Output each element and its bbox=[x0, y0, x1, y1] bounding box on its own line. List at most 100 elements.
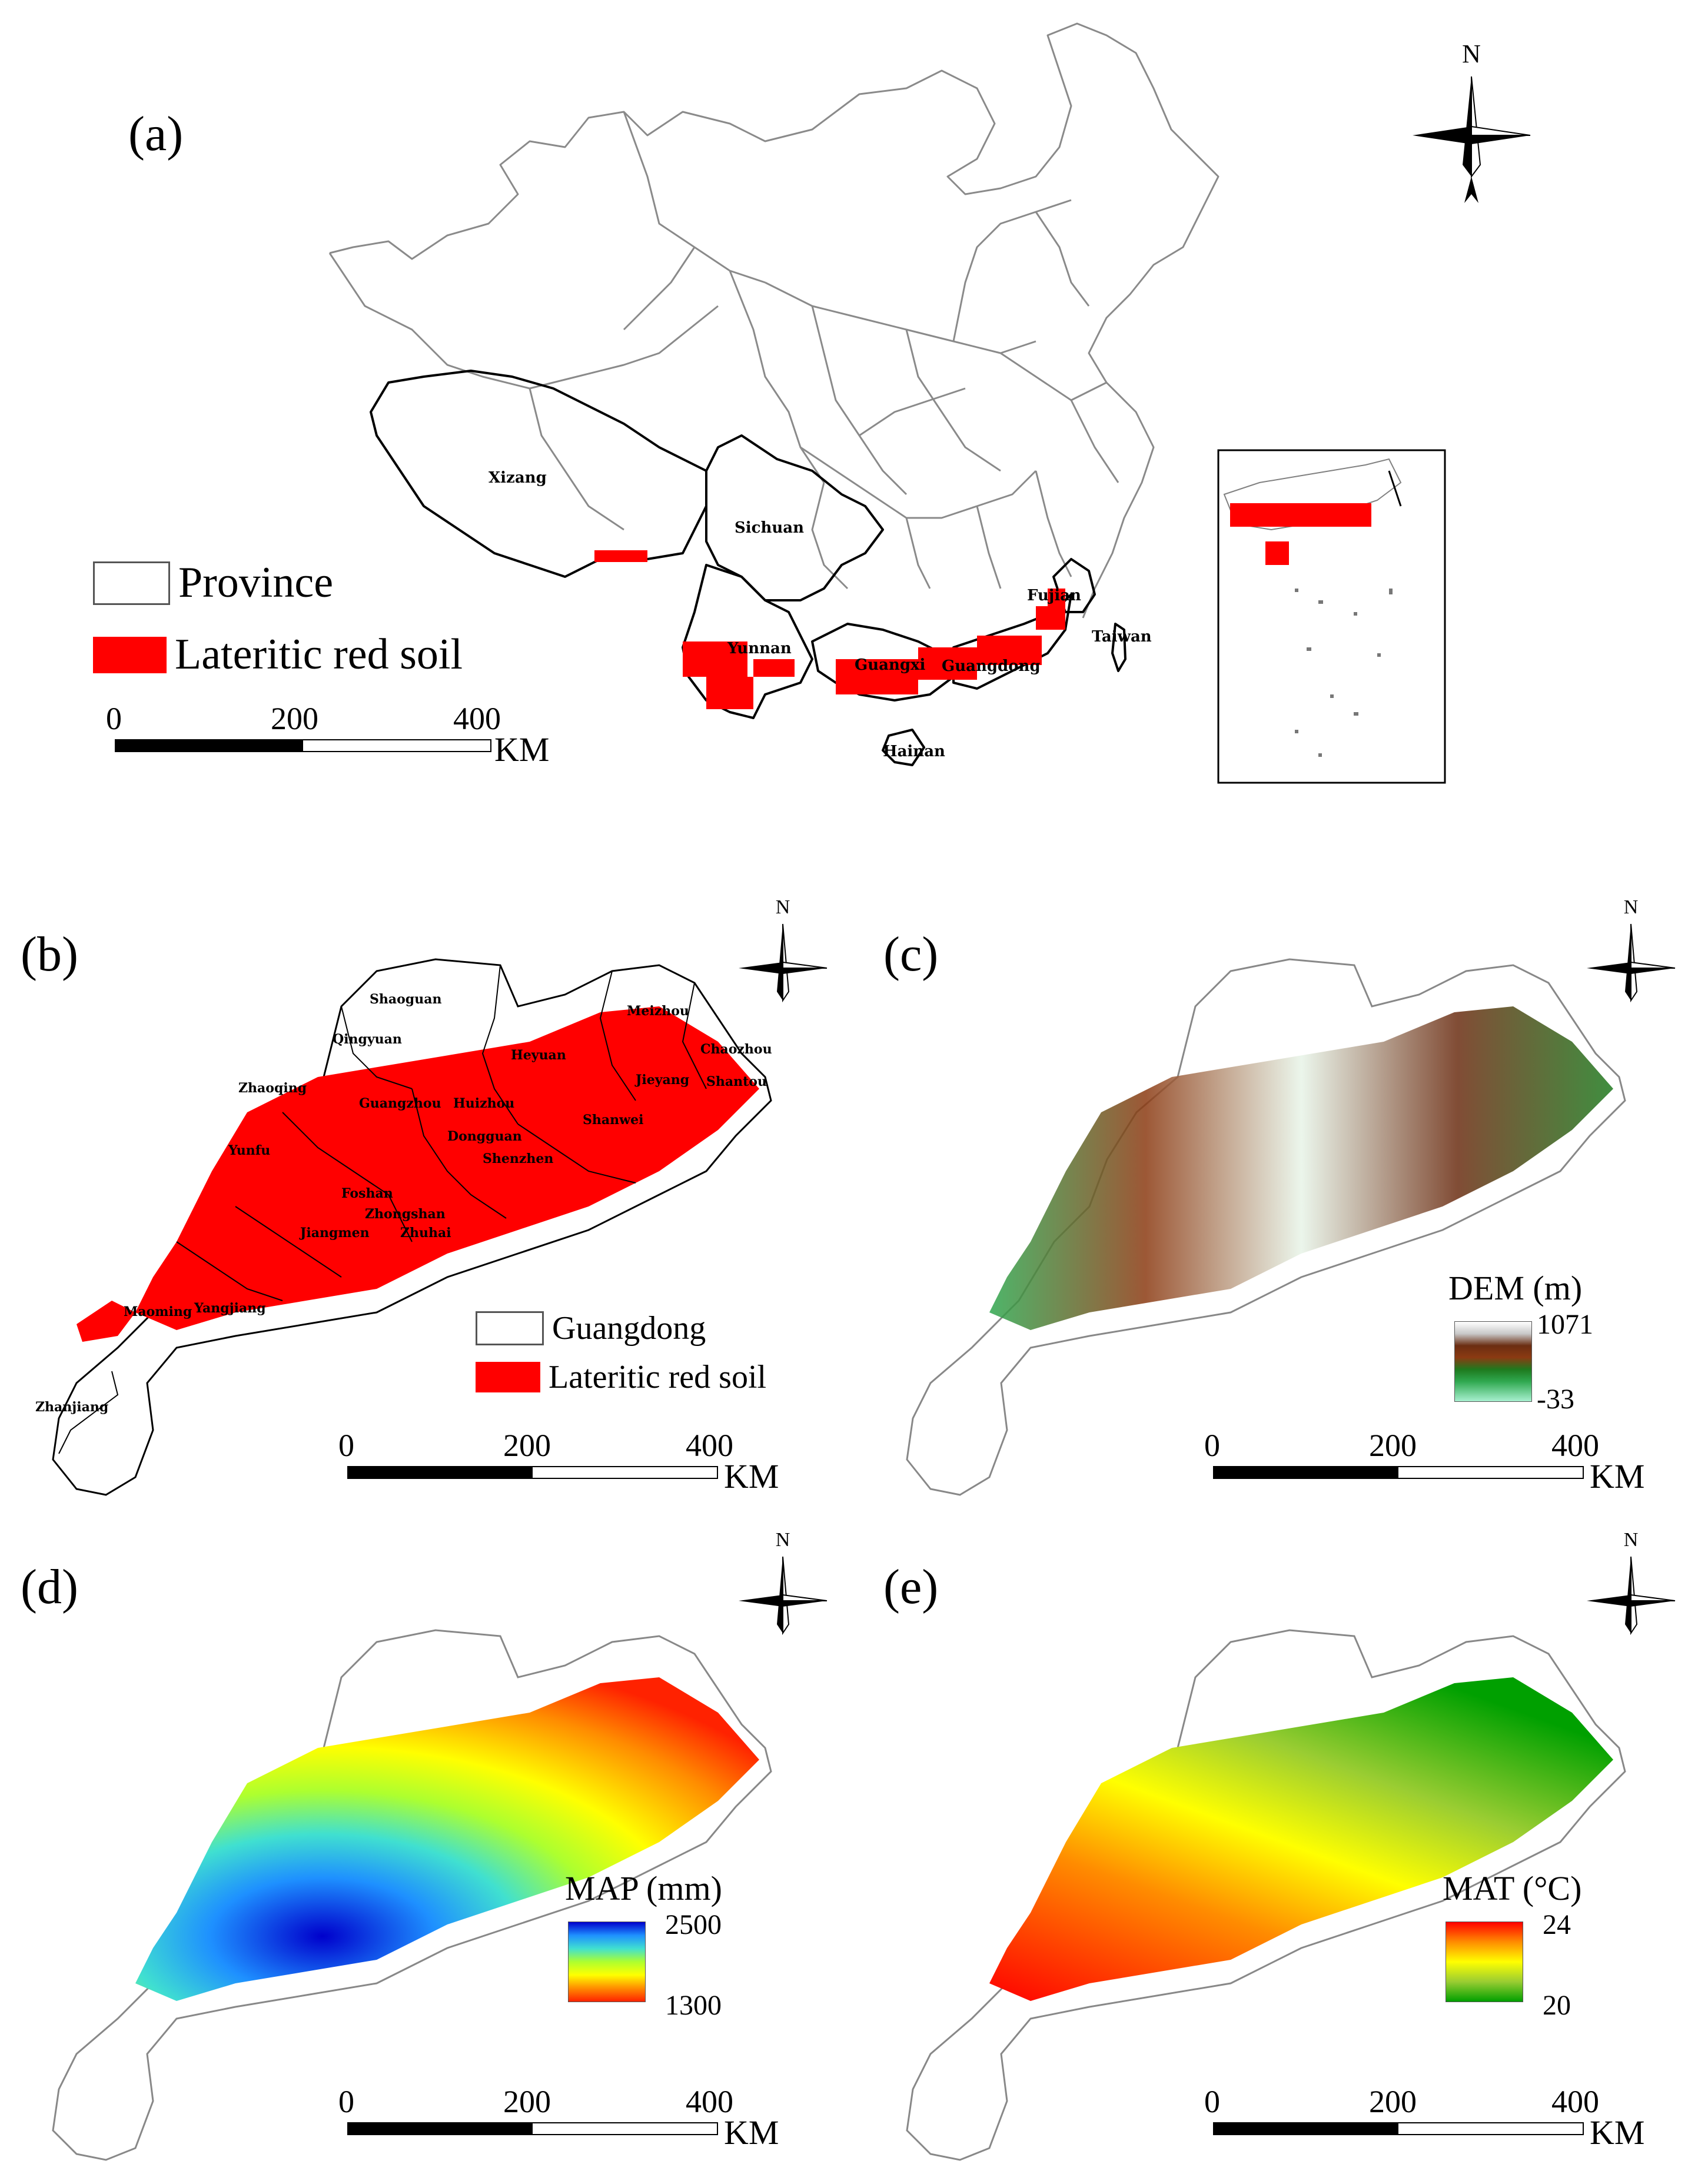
label-fujian: Fujian bbox=[1027, 587, 1081, 604]
label-yunnan: Yunnan bbox=[727, 640, 792, 657]
lateritic-soil-patches bbox=[594, 550, 1065, 709]
legend-soil-label: Lateritic red soil bbox=[549, 1359, 767, 1395]
province-swatch bbox=[93, 561, 170, 605]
scale-bar-b: 0 200 400 KM bbox=[338, 1427, 779, 1495]
scale-unit: KM bbox=[724, 2113, 779, 2152]
guangxi-outline bbox=[811, 623, 955, 702]
label-meizhou: Meizhou bbox=[627, 1003, 689, 1019]
scale-tick-0: 0 bbox=[1204, 2084, 1220, 2119]
panel-label-e: (e) bbox=[883, 1560, 939, 1614]
mat-color-ramp bbox=[1446, 1922, 1523, 2002]
panel-label-d: (d) bbox=[21, 1560, 78, 1614]
south-china-sea-inset bbox=[1217, 449, 1446, 784]
panel-c-dem: (c) N DEM (m) 1071 -33 0 bbox=[854, 865, 1708, 1496]
guangdong-swatch bbox=[476, 1311, 544, 1345]
hainan-outline bbox=[882, 729, 925, 766]
china-province-map: Xizang Sichuan Yunnan Guangxi Guangdong … bbox=[328, 22, 1446, 784]
dem-color-ramp bbox=[1454, 1321, 1532, 1402]
scale-bar-e: 0 200 400 KM bbox=[1204, 2083, 1644, 2152]
legend-soil-b: Lateritic red soil bbox=[476, 1358, 766, 1396]
panel-b-guangdong-soil: (b) Shaoguan Qingyuan Meizhou Heyuan Cha… bbox=[0, 865, 854, 1496]
soil-swatch bbox=[93, 636, 167, 673]
compass-icon bbox=[1587, 1556, 1676, 1636]
label-zhuhai: Zhuhai bbox=[400, 1225, 451, 1241]
label-jiangmen: Jiangmen bbox=[299, 1225, 370, 1241]
label-guangdong: Guangdong bbox=[942, 657, 1041, 675]
label-guangxi: Guangxi bbox=[855, 656, 926, 674]
scale-tick-400: 400 bbox=[453, 701, 501, 736]
mat-min: 20 bbox=[1543, 1990, 1571, 2021]
north-letter: N bbox=[775, 1529, 790, 1551]
legend-guangdong: Guangdong bbox=[476, 1309, 706, 1347]
label-shanwei: Shanwei bbox=[583, 1112, 643, 1128]
north-letter: N bbox=[1462, 39, 1481, 68]
scale-tick-400: 400 bbox=[1551, 2084, 1599, 2119]
label-jieyang: Jieyang bbox=[634, 1072, 689, 1088]
panel-label-b: (b) bbox=[21, 927, 78, 982]
north-arrow-b: N bbox=[736, 897, 830, 1027]
north-arrow-a: N bbox=[1407, 41, 1536, 206]
label-zhanjiang: Zhanjiang bbox=[35, 1400, 108, 1415]
legend-province-label: Province bbox=[178, 559, 334, 607]
label-taiwan: Taiwan bbox=[1092, 628, 1152, 646]
label-maoming: Maoming bbox=[124, 1304, 192, 1319]
soil-swatch bbox=[476, 1362, 540, 1392]
label-guangzhou: Guangzhou bbox=[359, 1096, 441, 1111]
scale-unit: KM bbox=[1590, 1457, 1645, 1495]
label-heyuan: Heyuan bbox=[511, 1048, 566, 1063]
scale-tick-0: 0 bbox=[1204, 1428, 1220, 1463]
scale-tick-200: 200 bbox=[503, 2084, 551, 2119]
label-zhaoqing: Zhaoqing bbox=[238, 1081, 307, 1096]
compass-icon bbox=[1413, 76, 1531, 203]
legend-guangdong-label: Guangdong bbox=[552, 1310, 706, 1347]
taiwan-outline bbox=[1111, 623, 1127, 672]
compass-icon bbox=[739, 1556, 828, 1636]
scale-unit: KM bbox=[1590, 2113, 1645, 2152]
scale-unit: KM bbox=[494, 730, 550, 769]
xizang-outline bbox=[370, 370, 707, 578]
panel-label-c: (c) bbox=[883, 927, 939, 982]
scale-bar-c: 0 200 400 KM bbox=[1204, 1427, 1644, 1495]
map-legend: MAP (mm) 2500 1300 bbox=[565, 1869, 789, 2033]
north-letter: N bbox=[1623, 896, 1639, 918]
china-outline bbox=[329, 22, 1219, 619]
north-arrow-d: N bbox=[736, 1530, 830, 1660]
map-color-ramp bbox=[568, 1922, 646, 2002]
dem-legend: DEM (m) 1071 -33 bbox=[1448, 1268, 1660, 1427]
scale-tick-200: 200 bbox=[271, 701, 318, 736]
compass-icon bbox=[739, 923, 828, 1003]
north-letter: N bbox=[1623, 1529, 1639, 1551]
dem-min: -33 bbox=[1537, 1384, 1574, 1415]
dem-legend-title: DEM (m) bbox=[1448, 1269, 1583, 1307]
scale-bar-d: 0 200 400 KM bbox=[338, 2083, 779, 2152]
scale-tick-0: 0 bbox=[338, 1428, 354, 1463]
label-qingyuan: Qingyuan bbox=[333, 1032, 402, 1047]
legend-soil: Lateritic red soil bbox=[93, 630, 463, 680]
mat-legend: MAT (°C) 24 20 bbox=[1443, 1869, 1654, 2033]
legend-province: Province bbox=[93, 558, 333, 608]
precipitation-map bbox=[52, 1629, 772, 2161]
scale-tick-0: 0 bbox=[338, 2084, 354, 2119]
north-arrow-c: N bbox=[1584, 897, 1678, 1027]
panel-d-map-precip: (d) N MAP (mm) 2500 1300 bbox=[0, 1507, 854, 2164]
scale-tick-200: 200 bbox=[503, 1428, 551, 1463]
temperature-map bbox=[906, 1629, 1626, 2161]
panel-e-mat-temperature: (e) N MAT (°C) 24 20 0 2 bbox=[854, 1507, 1708, 2164]
label-yangjiang: Yangjiang bbox=[194, 1301, 266, 1316]
scale-tick-200: 200 bbox=[1369, 1428, 1417, 1463]
scale-bar-a: 0 200 400 KM bbox=[106, 700, 549, 769]
map-max: 2500 bbox=[665, 1909, 722, 1940]
scale-tick-200: 200 bbox=[1369, 2084, 1417, 2119]
map-legend-title: MAP (mm) bbox=[565, 1869, 722, 1907]
scale-tick-400: 400 bbox=[1551, 1428, 1599, 1463]
sichuan-outline bbox=[705, 434, 884, 601]
guangdong-soil-map: Shaoguan Qingyuan Meizhou Heyuan Chaozho… bbox=[35, 958, 772, 1496]
mat-legend-title: MAT (°C) bbox=[1443, 1869, 1582, 1907]
scale-tick-0: 0 bbox=[106, 701, 122, 736]
label-sichuan: Sichuan bbox=[735, 519, 804, 537]
mat-max: 24 bbox=[1543, 1909, 1571, 1940]
label-shenzhen: Shenzhen bbox=[483, 1151, 553, 1166]
dem-map bbox=[906, 958, 1626, 1496]
label-hainan: Hainan bbox=[883, 743, 945, 760]
label-shantou: Shantou bbox=[706, 1074, 767, 1089]
